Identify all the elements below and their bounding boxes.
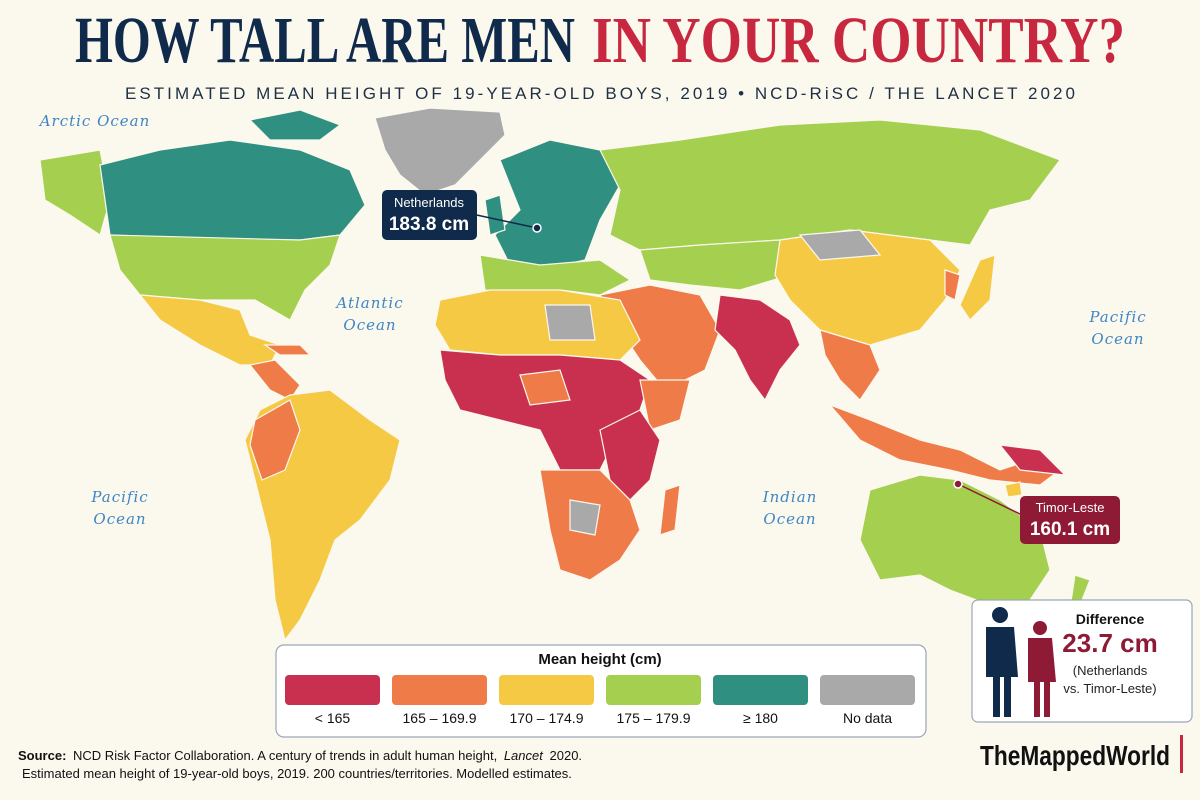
callout-country: Netherlands bbox=[394, 195, 465, 210]
callout-line bbox=[957, 483, 1023, 516]
title-part2: IN YOUR COUNTRY? bbox=[592, 4, 1125, 77]
difference-title: Difference bbox=[1076, 611, 1145, 627]
legend-label: ≥ 180 bbox=[743, 710, 778, 726]
source-journal: Lancet bbox=[504, 748, 544, 763]
source-text: NCD Risk Factor Collaboration. A century… bbox=[73, 748, 497, 763]
callout-dot bbox=[953, 479, 963, 489]
ocean-label: Indian bbox=[762, 488, 818, 506]
legend-box bbox=[275, 644, 927, 738]
difference-note: vs. Timor-Leste) bbox=[1063, 681, 1156, 696]
country bbox=[263, 344, 312, 356]
country bbox=[1004, 481, 1023, 498]
callout-country: Timor-Leste bbox=[1036, 500, 1105, 515]
legend-swatch bbox=[499, 675, 594, 705]
country bbox=[248, 359, 301, 401]
callout-line bbox=[471, 213, 538, 229]
timor-leste-callout: Timor-Leste 160.1 cm bbox=[953, 479, 1120, 544]
brand-bar bbox=[1180, 735, 1183, 773]
legend-label: No data bbox=[843, 710, 892, 726]
legend-label: 170 – 174.9 bbox=[510, 710, 584, 726]
country bbox=[569, 499, 601, 536]
ocean-label: Ocean bbox=[1091, 330, 1144, 348]
country bbox=[109, 234, 341, 321]
source-year: 2020. bbox=[550, 748, 583, 763]
country bbox=[374, 107, 506, 196]
legend-swatch bbox=[820, 675, 915, 705]
ocean-label: Ocean bbox=[93, 510, 146, 528]
subtitle: ESTIMATED MEAN HEIGHT OF 19-YEAR-OLD BOY… bbox=[125, 84, 1075, 103]
short-figure bbox=[1028, 621, 1056, 717]
netherlands-callout: Netherlands 183.8 cm bbox=[382, 190, 542, 240]
difference-frame bbox=[971, 599, 1193, 723]
difference-box: Difference 23.7 cm (Netherlands vs. Timo… bbox=[971, 599, 1193, 723]
country bbox=[959, 254, 996, 321]
country bbox=[714, 294, 801, 402]
source-label: Source: bbox=[18, 748, 66, 763]
country bbox=[659, 484, 681, 536]
legend-label: < 165 bbox=[315, 710, 351, 726]
country bbox=[434, 289, 641, 361]
legend-swatch bbox=[713, 675, 808, 705]
country bbox=[639, 379, 691, 431]
country bbox=[639, 239, 791, 291]
difference-value: 23.7 cm bbox=[1062, 628, 1157, 658]
country bbox=[39, 149, 111, 236]
source-line2: Estimated mean height of 19-year-old boy… bbox=[22, 766, 572, 781]
country bbox=[519, 369, 571, 406]
legend: Mean height (cm) < 165 165 – 169.9 170 – 1… bbox=[275, 644, 927, 738]
callout-height: 160.1 cm bbox=[1030, 519, 1110, 540]
tall-figure bbox=[986, 607, 1018, 717]
country bbox=[544, 304, 596, 341]
legend-label: 165 – 169.9 bbox=[403, 710, 477, 726]
title-part1: HOW TALL ARE MEN bbox=[75, 4, 575, 77]
ocean-label: Atlantic bbox=[334, 294, 403, 312]
legend-swatch bbox=[606, 675, 701, 705]
country bbox=[249, 399, 301, 481]
ocean-label: Ocean bbox=[763, 510, 816, 528]
ocean-labels: Arctic Ocean Atlantic Ocean Pacific Ocean Ind… bbox=[38, 112, 1146, 528]
country bbox=[138, 294, 281, 366]
country bbox=[798, 229, 882, 261]
legend-title: Mean height (cm) bbox=[538, 651, 661, 668]
country bbox=[599, 119, 1061, 251]
country bbox=[484, 194, 506, 236]
world-map bbox=[39, 107, 1091, 642]
source: Source: NCD Risk Factor Collaboration. A… bbox=[18, 748, 582, 763]
country bbox=[248, 109, 342, 141]
country bbox=[819, 329, 881, 401]
callout-height: 183.8 cm bbox=[389, 214, 469, 235]
country bbox=[998, 444, 1067, 476]
legend-swatch bbox=[392, 675, 487, 705]
country bbox=[944, 269, 961, 301]
legend-label: 175 – 179.9 bbox=[617, 710, 691, 726]
ocean-label: Pacific bbox=[90, 488, 148, 506]
ocean-label: Arctic Ocean bbox=[38, 112, 151, 130]
ocean-label: Pacific bbox=[1088, 308, 1146, 326]
ocean-label: Ocean bbox=[343, 316, 396, 334]
callout-dot bbox=[532, 223, 542, 233]
difference-note: (Netherlands bbox=[1073, 663, 1148, 678]
callout-box bbox=[1020, 496, 1120, 544]
callout-box bbox=[382, 190, 477, 240]
legend-swatch bbox=[285, 675, 380, 705]
brand: TheMappedWorld bbox=[980, 740, 1170, 771]
